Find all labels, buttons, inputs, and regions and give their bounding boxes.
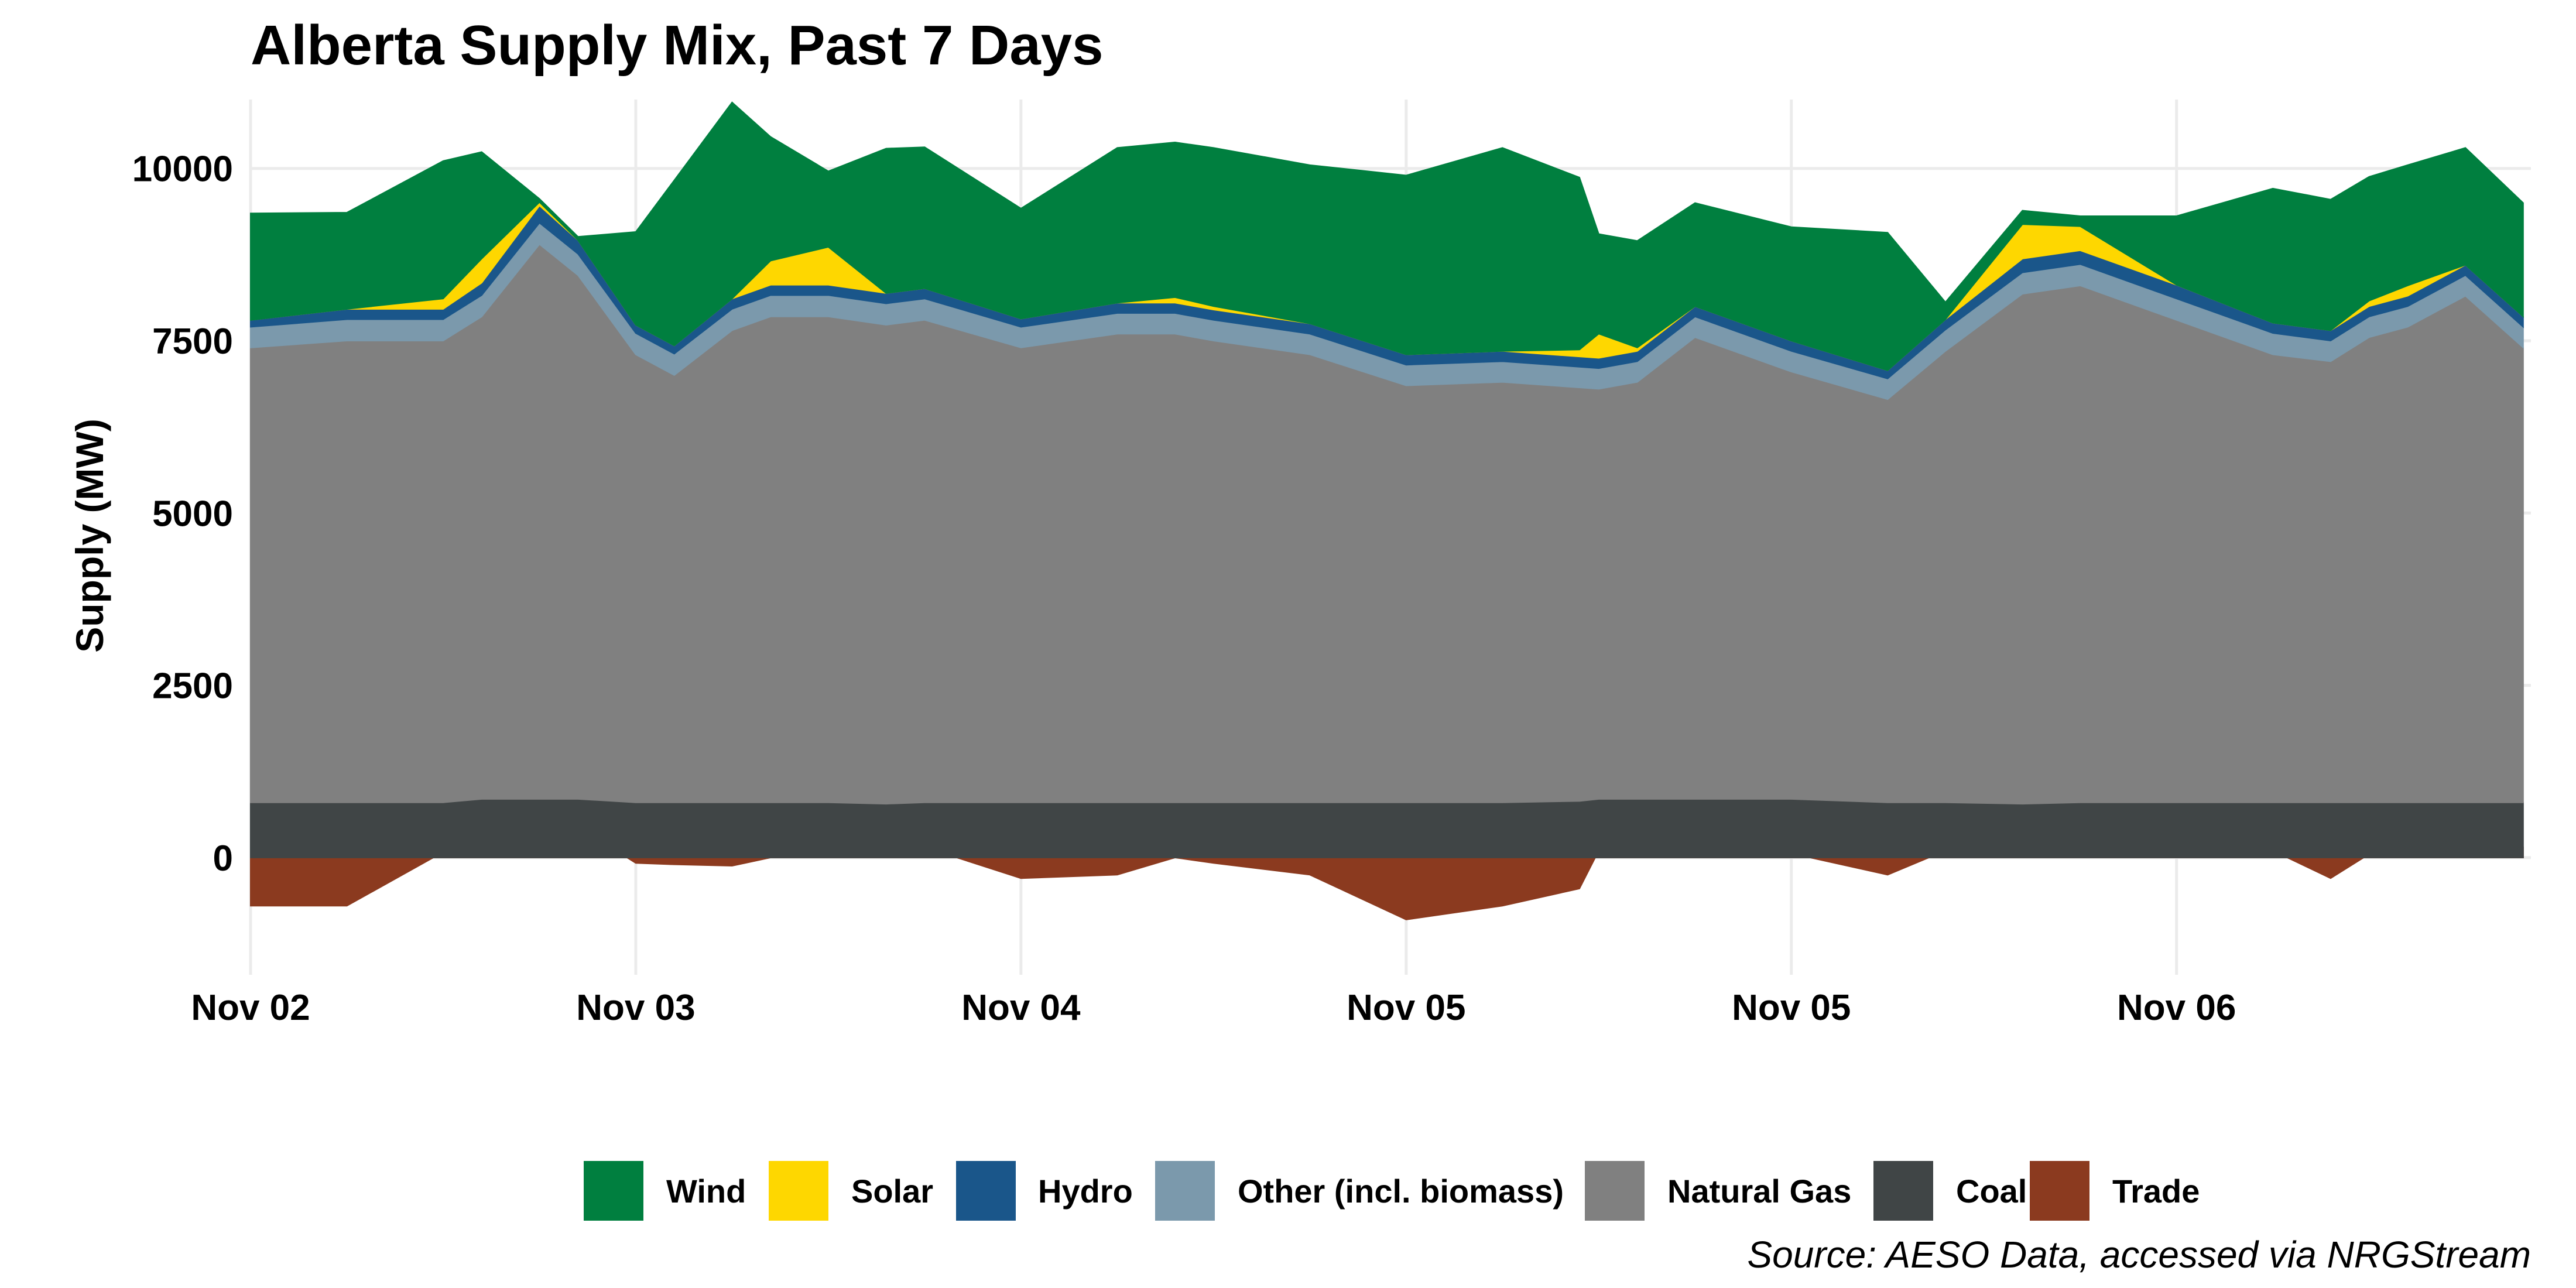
legend-swatch	[1873, 1161, 1933, 1221]
x-axis-ticks: Nov 02 Nov 03 Nov 04 Nov 05 Nov 05 Nov 06	[191, 988, 2236, 1028]
legend-label: Trade	[2112, 1173, 2200, 1210]
legend-swatch	[1155, 1161, 1215, 1221]
x-tick-label: Nov 02	[191, 988, 310, 1028]
legend-swatch	[956, 1161, 1016, 1221]
area-wind	[250, 101, 2524, 371]
area-coal	[250, 798, 2524, 858]
x-tick-label: Nov 05	[1732, 988, 1851, 1028]
legend-swatch	[769, 1161, 828, 1221]
x-tick-label: Nov 03	[576, 988, 695, 1028]
legend-label: Solar	[851, 1173, 933, 1210]
y-tick-label: 5000	[152, 494, 233, 534]
legend-swatch	[584, 1161, 643, 1221]
legend-swatch	[2030, 1161, 2089, 1221]
legend: Wind Solar Hydro Other (incl. biomass) Natur…	[584, 1161, 2200, 1221]
chart-title: Alberta Supply Mix, Past 7 Days	[251, 14, 1104, 77]
x-tick-label: Nov 06	[2117, 988, 2236, 1028]
y-tick-label: 7500	[152, 321, 233, 362]
stacked-areas	[250, 101, 2524, 920]
y-tick-label: 0	[213, 838, 233, 879]
y-tick-label: 10000	[132, 149, 233, 190]
legend-label: Natural Gas	[1667, 1173, 1851, 1210]
x-tick-label: Nov 04	[961, 988, 1081, 1028]
legend-label: Hydro	[1038, 1173, 1133, 1210]
source-caption: Source: AESO Data, accessed via NRGStrea…	[1747, 1234, 2531, 1276]
y-tick-label: 2500	[152, 666, 233, 707]
legend-swatch	[1585, 1161, 1645, 1221]
x-tick-label: Nov 05	[1347, 988, 1465, 1028]
y-axis-title: Supply (MW)	[68, 419, 111, 653]
y-axis-ticks: 0 2500 5000 7500 10000	[132, 149, 233, 879]
legend-label: Other (incl. biomass)	[1238, 1173, 1564, 1210]
legend-label: Wind	[666, 1173, 746, 1210]
legend-label: Coal	[1956, 1173, 2027, 1210]
